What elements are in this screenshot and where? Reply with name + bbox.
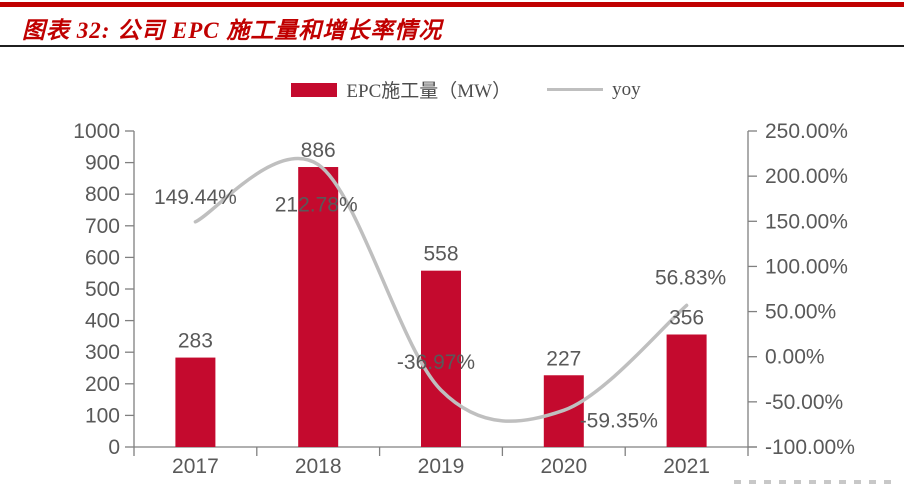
right-axis-tick-label: 50.00% xyxy=(765,301,836,324)
bar-data-label: 356 xyxy=(669,307,704,330)
yoy-data-label: 212.78% xyxy=(275,194,358,217)
line-series-swatch xyxy=(547,88,604,91)
left-axis-tick-label: 100 xyxy=(85,404,120,427)
cutoff-text-fragment xyxy=(734,480,894,484)
legend-item-bar-series: EPC施工量（MW） xyxy=(291,76,511,103)
left-axis-tick-label: 500 xyxy=(85,278,120,301)
left-axis-tick-label: 0 xyxy=(108,436,120,459)
title-divider-line xyxy=(0,45,904,47)
left-axis-tick-label: 1000 xyxy=(73,120,120,143)
yoy-data-label: -36.97% xyxy=(397,351,475,374)
x-axis-category-label: 2020 xyxy=(540,455,587,478)
left-axis-tick-label: 200 xyxy=(85,373,120,396)
x-axis-category-label: 2018 xyxy=(295,455,342,478)
right-axis-tick-label: 0.00% xyxy=(765,346,825,369)
left-axis-tick-label: 400 xyxy=(85,310,120,333)
right-axis-tick-label: -50.00% xyxy=(765,391,843,414)
right-axis-tick-label: 250.00% xyxy=(765,120,848,143)
yoy-data-label: 56.83% xyxy=(655,266,726,289)
right-axis-tick-label: 100.00% xyxy=(765,255,848,278)
legend-item-line-series: yoy xyxy=(547,79,641,101)
chart-legend: EPC施工量（MW） yoy xyxy=(14,76,904,103)
left-axis-tick-label: 700 xyxy=(85,215,120,238)
chart-title: 图表 32: 公司 EPC 施工量和增长率情况 xyxy=(22,18,443,43)
x-axis-category-label: 2017 xyxy=(172,455,219,478)
bar-data-label: 886 xyxy=(301,139,336,162)
right-axis-tick-label: -100.00% xyxy=(765,436,855,459)
x-axis-category-label: 2019 xyxy=(418,455,465,478)
left-axis-tick-label: 300 xyxy=(85,341,120,364)
left-axis-tick-label: 600 xyxy=(85,246,120,269)
bar-series-swatch xyxy=(291,82,338,97)
yoy-data-label: -59.35% xyxy=(580,409,658,432)
bar-data-label: 558 xyxy=(423,243,458,266)
bar-series-label: EPC施工量（MW） xyxy=(346,81,512,102)
yoy-line xyxy=(193,156,689,423)
x-axis-category-label: 2021 xyxy=(663,455,710,478)
bar-2021 xyxy=(666,334,707,447)
bar-data-label: 283 xyxy=(178,330,213,353)
left-axis-tick-label: 800 xyxy=(85,183,120,206)
right-axis-tick-label: 150.00% xyxy=(765,210,848,233)
yoy-data-label: 149.44% xyxy=(154,186,237,209)
top-accent-bar xyxy=(0,2,904,7)
bar-2019 xyxy=(421,270,461,447)
left-axis-tick-label: 900 xyxy=(85,152,120,175)
bar-data-label: 227 xyxy=(546,347,581,370)
right-axis-tick-label: 200.00% xyxy=(765,165,848,188)
bar-2017 xyxy=(175,357,216,447)
bar-2018 xyxy=(298,167,339,448)
line-series-label: yoy xyxy=(612,78,641,100)
